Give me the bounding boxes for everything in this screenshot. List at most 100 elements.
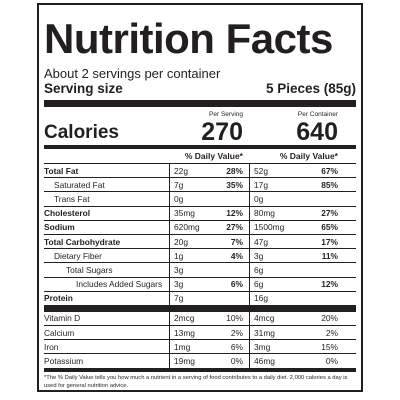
nutrition-facts-label: Nutrition Facts About 2 servings per con… xyxy=(37,3,363,392)
servings-per-container: About 2 servings per container xyxy=(44,66,221,81)
serving-amount: 13mg xyxy=(169,326,209,340)
column-headers: Per Serving Per Container xyxy=(44,107,356,119)
serving-daily-value: 4% xyxy=(230,250,243,261)
container-amount: 16g xyxy=(249,291,291,305)
serving-amount: 3g xyxy=(169,263,209,277)
serving-size-value: 5 Pieces (85g) xyxy=(265,81,356,96)
nutrient-name: Potassium xyxy=(44,356,84,367)
serving-daily-value: 35% xyxy=(226,179,243,190)
nutrient-row: Saturated Fat 7g 35% 17g 85% xyxy=(44,178,356,193)
serving-daily-value: 0% xyxy=(230,356,243,367)
nutrient-name: Total Sugars xyxy=(66,264,113,275)
nutrient-name: Includes Added Sugars xyxy=(76,279,163,290)
daily-value-header-container: % Daily Value* xyxy=(279,151,338,161)
container-daily-value: 20% xyxy=(321,313,338,324)
nutrient-row: Protein 7g 16g xyxy=(44,291,356,305)
nutrient-row: Iron 1mg 6% 3mg 15% xyxy=(44,340,356,355)
container-daily-value: 17% xyxy=(321,236,338,247)
container-amount: 6g xyxy=(249,277,291,291)
container-amount: 6g xyxy=(249,263,291,277)
container-daily-value: 85% xyxy=(321,179,338,190)
serving-amount: 1mg xyxy=(169,340,209,354)
nutrient-row: Total Sugars 3g 6g xyxy=(44,263,356,278)
label-title: Nutrition Facts xyxy=(44,15,333,62)
micronutrient-list: Vitamin D 2mcg 10% 4mcg 20% Calcium 13mg 2% 31mg… xyxy=(44,311,356,368)
container-amount: 4mcg xyxy=(249,311,291,326)
container-amount: 46mg xyxy=(249,354,291,368)
serving-amount: 3g xyxy=(169,277,209,291)
container-daily-value: 0% xyxy=(325,356,338,367)
serving-daily-value: 27% xyxy=(226,222,243,233)
calories-row: Calories 270 640 xyxy=(44,119,356,145)
nutrient-name: Cholesterol xyxy=(44,208,91,219)
container-amount: 0g xyxy=(249,192,291,206)
serving-daily-value: 12% xyxy=(226,208,243,219)
nutrient-row: Potassium 19mg 0% 46mg 0% xyxy=(44,354,356,368)
container-amount: 1500mg xyxy=(249,220,291,234)
container-amount: 3mg xyxy=(249,340,291,354)
nutrient-name: Trans Fat xyxy=(54,193,90,204)
serving-daily-value: 6% xyxy=(230,341,243,352)
container-amount: 80mg xyxy=(249,206,291,220)
serving-amount: 22g xyxy=(169,164,209,178)
thick-divider-middle xyxy=(44,304,356,312)
serving-amount: 2mcg xyxy=(169,311,209,326)
serving-daily-value: 10% xyxy=(226,313,243,324)
serving-amount: 0g xyxy=(169,192,209,206)
nutrient-name: Total Fat xyxy=(44,165,79,176)
container-amount: 52g xyxy=(249,164,291,178)
per-serving-header: Per Serving xyxy=(209,111,243,118)
daily-value-header-serving: % Daily Value* xyxy=(184,151,243,161)
per-container-header: Per Container xyxy=(297,111,338,118)
nutrient-row: Calcium 13mg 2% 31mg 2% xyxy=(44,326,356,341)
serving-daily-value: 2% xyxy=(230,327,243,338)
container-amount: 31mg xyxy=(249,326,291,340)
nutrient-row: Total Carbohydrate 20g 7% 47g 17% xyxy=(44,234,356,250)
calories-per-container: 640 xyxy=(296,118,338,146)
nutrient-row: Cholesterol 35mg 12% 80mg 27% xyxy=(44,206,356,221)
nutrient-list: Total Fat 22g 28% 52g 67% Saturated Fat 7g 35% 1… xyxy=(44,164,356,305)
container-daily-value: 15% xyxy=(321,341,338,352)
serving-size-row: Serving size 5 Pieces (85g) xyxy=(44,81,356,100)
container-daily-value: 65% xyxy=(321,222,338,233)
nutrient-row: Total Fat 22g 28% 52g 67% xyxy=(44,164,356,179)
nutrient-name: Vitamin D xyxy=(44,313,81,324)
serving-amount: 20g xyxy=(169,234,209,249)
nutrient-row: Sodium 620mg 27% 1500mg 65% xyxy=(44,220,356,235)
serving-amount: 620mg xyxy=(169,220,209,234)
nutrient-row: Vitamin D 2mcg 10% 4mcg 20% xyxy=(44,311,356,327)
nutrient-row: Includes Added Sugars 3g 6% 6g 12% xyxy=(44,277,356,292)
serving-amount: 1g xyxy=(169,249,209,263)
serving-amount: 19mg xyxy=(169,354,209,368)
nutrient-name: Calcium xyxy=(44,327,75,338)
calories-per-serving: 270 xyxy=(201,118,243,146)
nutrient-name: Iron xyxy=(44,341,59,352)
serving-size-label: Serving size xyxy=(44,81,123,96)
calories-label: Calories xyxy=(44,122,119,143)
container-amount: 47g xyxy=(249,234,291,249)
serving-daily-value: 7% xyxy=(230,236,243,247)
container-daily-value: 67% xyxy=(321,165,338,176)
container-daily-value: 11% xyxy=(321,250,338,261)
nutrient-row: Trans Fat 0g 0g xyxy=(44,192,356,207)
serving-amount: 7g xyxy=(169,291,209,305)
nutrient-name: Saturated Fat xyxy=(54,179,105,190)
nutrient-name: Total Carbohydrate xyxy=(44,236,121,247)
serving-amount: 35mg xyxy=(169,206,209,220)
footnote: *The % Daily Value tells you how much a … xyxy=(44,374,348,389)
nutrient-row: Dietary Fiber 1g 4% 3g 11% xyxy=(44,249,356,264)
daily-value-header-row: % Daily Value* % Daily Value* xyxy=(44,149,356,164)
thick-divider-top xyxy=(44,100,356,107)
container-amount: 17g xyxy=(249,178,291,192)
serving-amount: 7g xyxy=(169,178,209,192)
nutrient-name: Protein xyxy=(44,293,73,304)
nutrient-name: Dietary Fiber xyxy=(54,250,102,261)
container-amount: 3g xyxy=(249,249,291,263)
container-daily-value: 12% xyxy=(321,279,338,290)
medium-divider-bottom xyxy=(44,367,356,372)
container-daily-value: 27% xyxy=(321,208,338,219)
medium-divider xyxy=(44,145,356,149)
serving-daily-value: 28% xyxy=(226,165,243,176)
nutrient-name: Sodium xyxy=(44,222,75,233)
container-daily-value: 2% xyxy=(325,327,338,338)
